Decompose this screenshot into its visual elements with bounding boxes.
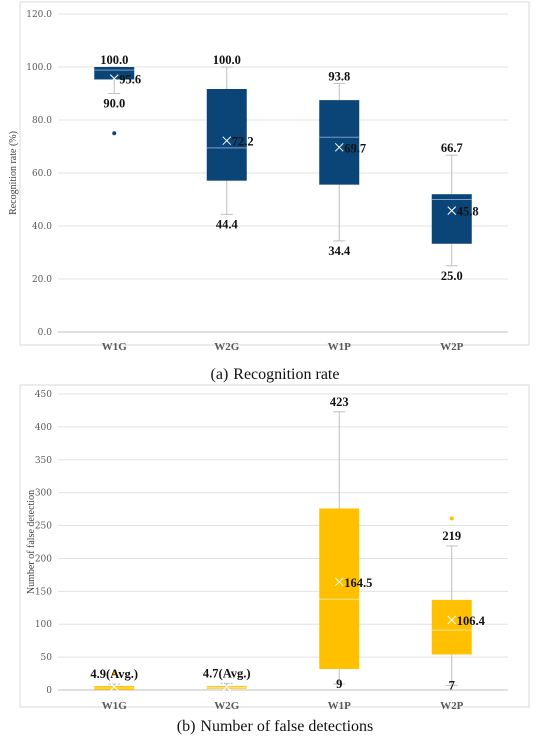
data-label-mean: 69.7 [344, 141, 366, 155]
data-label-max: 4.9(Avg.) [90, 667, 138, 681]
y-tick-label: 200 [35, 554, 52, 564]
data-label-max: 93.8 [328, 69, 350, 83]
data-label-max: 4.7(Avg.) [203, 666, 251, 680]
outlier-point [112, 671, 117, 676]
box-iqr [431, 599, 472, 655]
x-category-label: W2G [214, 341, 240, 353]
mean-marker [447, 206, 457, 215]
data-label-mean: 106.4 [457, 614, 486, 628]
y-tick-label: 150 [35, 587, 52, 597]
data-label-max: 219 [442, 529, 461, 543]
mean-marker [109, 682, 119, 692]
data-label-min: 25.0 [441, 269, 463, 283]
data-label-min: 9 [336, 677, 342, 691]
data-label-min: 44.4 [216, 217, 239, 231]
chart-caption: (a) Recognition rate [211, 366, 340, 383]
mean-marker [334, 577, 344, 587]
caption-text: Number of false detections [200, 718, 373, 735]
y-tick-label: 350 [35, 456, 52, 466]
data-label-min: 7 [449, 678, 455, 692]
y-tick-label: 20.0 [32, 275, 52, 285]
mean-marker [222, 682, 232, 692]
chart-frame [19, 1, 530, 346]
data-label-mean: 95.6 [119, 73, 141, 87]
data-label-mean: 164.5 [344, 576, 372, 590]
caption-prefix: (b) [177, 718, 196, 735]
recognition-rate-chart: 0.0 20.0 40.0 60.0 80.0 100.0 120.0 Recognition… [8, 1, 530, 383]
y-tick-label: 0.0 [38, 328, 53, 338]
chart-frame [19, 384, 530, 708]
x-category-label: W2P [440, 700, 464, 712]
x-category-label: W1P [328, 700, 352, 712]
y-axis-label: Number of false detection [26, 490, 37, 594]
mean-marker [109, 74, 119, 84]
y-tick-label: 60.0 [32, 169, 52, 179]
outlier-point [112, 131, 117, 136]
y-tick-label: 100 [35, 620, 52, 630]
caption-prefix: (a) [211, 366, 229, 383]
false-detection-chart: 0 50 100 150 200 250 300 350 400 450 Number of fal… [19, 384, 530, 735]
x-category-label: W1G [102, 341, 128, 353]
mean-marker [447, 615, 457, 625]
box-iqr [319, 508, 360, 669]
x-category-label: W2G [214, 700, 240, 712]
data-label-mean: 72.2 [232, 135, 254, 149]
y-tick-label: 0 [46, 686, 52, 696]
y-tick-label: 120.0 [26, 10, 52, 20]
data-label-max: 100.0 [213, 53, 241, 67]
data-label-mean: 45.8 [457, 205, 479, 219]
x-category-label: W1G [102, 700, 128, 712]
x-category-label: W2P [440, 341, 464, 353]
box-iqr [431, 194, 472, 244]
chart-caption: (b) Number of false detections [177, 718, 373, 735]
box-iqr [206, 88, 247, 181]
y-axis-label: Recognition rate (%) [8, 131, 19, 215]
data-label-max: 423 [330, 395, 349, 409]
data-label-min: 90.0 [103, 97, 125, 111]
box-iqr [319, 100, 360, 185]
y-tick-label: 100.0 [26, 63, 52, 73]
y-tick-label: 40.0 [32, 222, 52, 232]
y-tick-label: 50 [41, 653, 53, 663]
data-label-max: 66.7 [441, 141, 463, 155]
y-tick-label: 80.0 [32, 116, 52, 126]
data-label-max: 100.0 [100, 53, 128, 67]
data-label-min: 34.4 [328, 244, 351, 258]
outlier-point [449, 516, 454, 521]
caption-text: Recognition rate [233, 366, 339, 383]
mean-marker [222, 136, 232, 146]
y-tick-label: 250 [35, 522, 52, 532]
mean-marker [334, 142, 344, 152]
y-tick-label: 450 [35, 390, 52, 400]
y-tick-label: 300 [35, 489, 52, 499]
x-category-label: W1P [328, 341, 352, 353]
y-tick-label: 400 [35, 423, 52, 433]
